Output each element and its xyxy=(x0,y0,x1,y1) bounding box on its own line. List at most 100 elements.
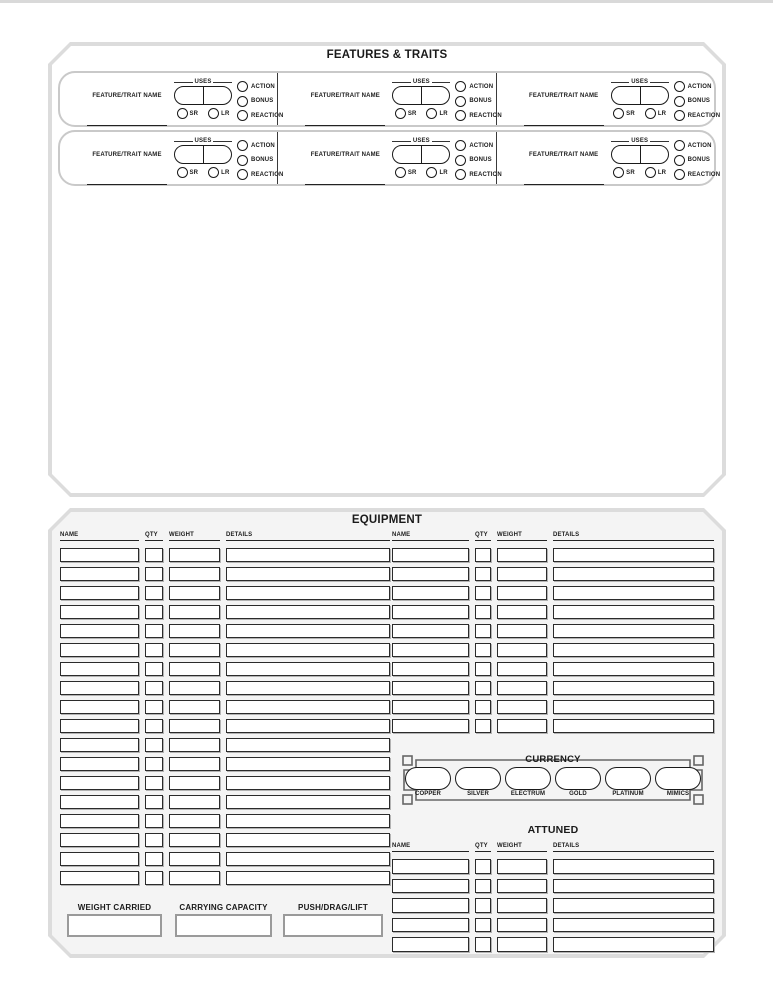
equipment-qty-field[interactable] xyxy=(145,643,163,657)
currency-electrum-field[interactable] xyxy=(505,767,551,790)
equipment-details-field[interactable] xyxy=(553,681,714,695)
equipment-details-field[interactable] xyxy=(226,833,390,847)
equipment-name-field[interactable] xyxy=(60,586,139,600)
equipment-qty-field[interactable] xyxy=(145,833,163,847)
attuned-name-field[interactable] xyxy=(392,859,469,874)
currency-gold-field[interactable] xyxy=(555,767,601,790)
equipment-qty-field[interactable] xyxy=(145,814,163,828)
equipment-qty-field[interactable] xyxy=(475,624,491,638)
reaction-radio[interactable] xyxy=(455,169,467,180)
equipment-qty-field[interactable] xyxy=(145,586,163,600)
uses-counter-field[interactable] xyxy=(610,145,669,164)
uses-counter-field[interactable] xyxy=(392,86,451,105)
equipment-weight-field[interactable] xyxy=(169,738,220,752)
long-rest-radio[interactable] xyxy=(644,167,656,178)
equipment-qty-field[interactable] xyxy=(145,852,163,866)
long-rest-radio[interactable] xyxy=(426,108,438,119)
feature-trait-name-field[interactable] xyxy=(523,184,604,185)
equipment-name-field[interactable] xyxy=(60,548,139,562)
equipment-weight-field[interactable] xyxy=(169,567,220,581)
equipment-weight-field[interactable] xyxy=(497,567,547,581)
attuned-name-field[interactable] xyxy=(392,878,469,893)
equipment-details-field[interactable] xyxy=(226,852,390,866)
equipment-qty-field[interactable] xyxy=(475,567,491,581)
currency-platinum-field[interactable] xyxy=(605,767,651,790)
equipment-weight-field[interactable] xyxy=(169,605,220,619)
currency-copper-field[interactable] xyxy=(405,767,451,790)
equipment-weight-field[interactable] xyxy=(169,795,220,809)
equipment-weight-field[interactable] xyxy=(169,624,220,638)
attuned-qty-field[interactable] xyxy=(475,937,491,952)
equipment-name-field[interactable] xyxy=(60,738,139,752)
equipment-weight-field[interactable] xyxy=(497,643,547,657)
equipment-weight-field[interactable] xyxy=(497,586,547,600)
equipment-qty-field[interactable] xyxy=(145,738,163,752)
bonus-radio[interactable] xyxy=(237,95,248,107)
equipment-name-field[interactable] xyxy=(60,795,139,809)
attuned-name-field[interactable] xyxy=(392,917,469,932)
equipment-qty-field[interactable] xyxy=(145,871,163,885)
attuned-qty-field[interactable] xyxy=(475,859,491,874)
equipment-details-field[interactable] xyxy=(226,643,390,657)
equipment-qty-field[interactable] xyxy=(475,586,491,600)
bonus-radio[interactable] xyxy=(455,154,467,166)
equipment-weight-field[interactable] xyxy=(497,548,547,562)
equipment-name-field[interactable] xyxy=(392,605,469,619)
feature-trait-name-field[interactable] xyxy=(523,125,604,126)
equipment-details-field[interactable] xyxy=(226,719,390,733)
equipment-qty-field[interactable] xyxy=(145,605,163,619)
equipment-qty-field[interactable] xyxy=(145,757,163,771)
equipment-weight-field[interactable] xyxy=(169,852,220,866)
action-radio[interactable] xyxy=(455,140,467,151)
equipment-qty-field[interactable] xyxy=(145,567,163,581)
push-drag-lift-field[interactable] xyxy=(283,914,383,937)
equipment-qty-field[interactable] xyxy=(145,624,163,638)
equipment-weight-field[interactable] xyxy=(497,662,547,676)
equipment-details-field[interactable] xyxy=(226,548,390,562)
equipment-name-field[interactable] xyxy=(60,605,139,619)
action-radio[interactable] xyxy=(455,81,467,92)
equipment-weight-field[interactable] xyxy=(169,871,220,885)
carrying-capacity-field[interactable] xyxy=(175,914,272,937)
equipment-qty-field[interactable] xyxy=(145,795,163,809)
equipment-weight-field[interactable] xyxy=(169,719,220,733)
attuned-details-field[interactable] xyxy=(553,898,714,913)
bonus-radio[interactable] xyxy=(673,95,685,107)
equipment-qty-field[interactable] xyxy=(475,605,491,619)
action-radio[interactable] xyxy=(237,140,248,151)
equipment-weight-field[interactable] xyxy=(169,643,220,657)
equipment-details-field[interactable] xyxy=(226,738,390,752)
equipment-details-field[interactable] xyxy=(553,643,714,657)
attuned-qty-field[interactable] xyxy=(475,917,491,932)
reaction-radio[interactable] xyxy=(455,110,467,121)
equipment-details-field[interactable] xyxy=(226,567,390,581)
equipment-name-field[interactable] xyxy=(60,624,139,638)
attuned-details-field[interactable] xyxy=(553,917,714,932)
equipment-name-field[interactable] xyxy=(60,757,139,771)
equipment-weight-field[interactable] xyxy=(169,833,220,847)
equipment-qty-field[interactable] xyxy=(145,548,163,562)
action-radio[interactable] xyxy=(673,81,685,92)
equipment-details-field[interactable] xyxy=(226,757,390,771)
equipment-name-field[interactable] xyxy=(60,814,139,828)
equipment-details-field[interactable] xyxy=(553,586,714,600)
uses-counter-field[interactable] xyxy=(174,145,232,164)
equipment-details-field[interactable] xyxy=(553,548,714,562)
equipment-qty-field[interactable] xyxy=(475,681,491,695)
equipment-name-field[interactable] xyxy=(60,567,139,581)
equipment-details-field[interactable] xyxy=(226,586,390,600)
equipment-name-field[interactable] xyxy=(392,586,469,600)
currency-silver-field[interactable] xyxy=(455,767,501,790)
long-rest-radio[interactable] xyxy=(208,108,220,119)
bonus-radio[interactable] xyxy=(673,154,685,166)
equipment-weight-field[interactable] xyxy=(497,624,547,638)
long-rest-radio[interactable] xyxy=(426,167,438,178)
attuned-weight-field[interactable] xyxy=(497,878,547,893)
feature-trait-name-field[interactable] xyxy=(305,184,386,185)
attuned-name-field[interactable] xyxy=(392,937,469,952)
equipment-name-field[interactable] xyxy=(392,700,469,714)
action-radio[interactable] xyxy=(237,81,248,92)
bonus-radio[interactable] xyxy=(237,154,248,166)
short-rest-radio[interactable] xyxy=(394,167,406,178)
equipment-name-field[interactable] xyxy=(60,871,139,885)
